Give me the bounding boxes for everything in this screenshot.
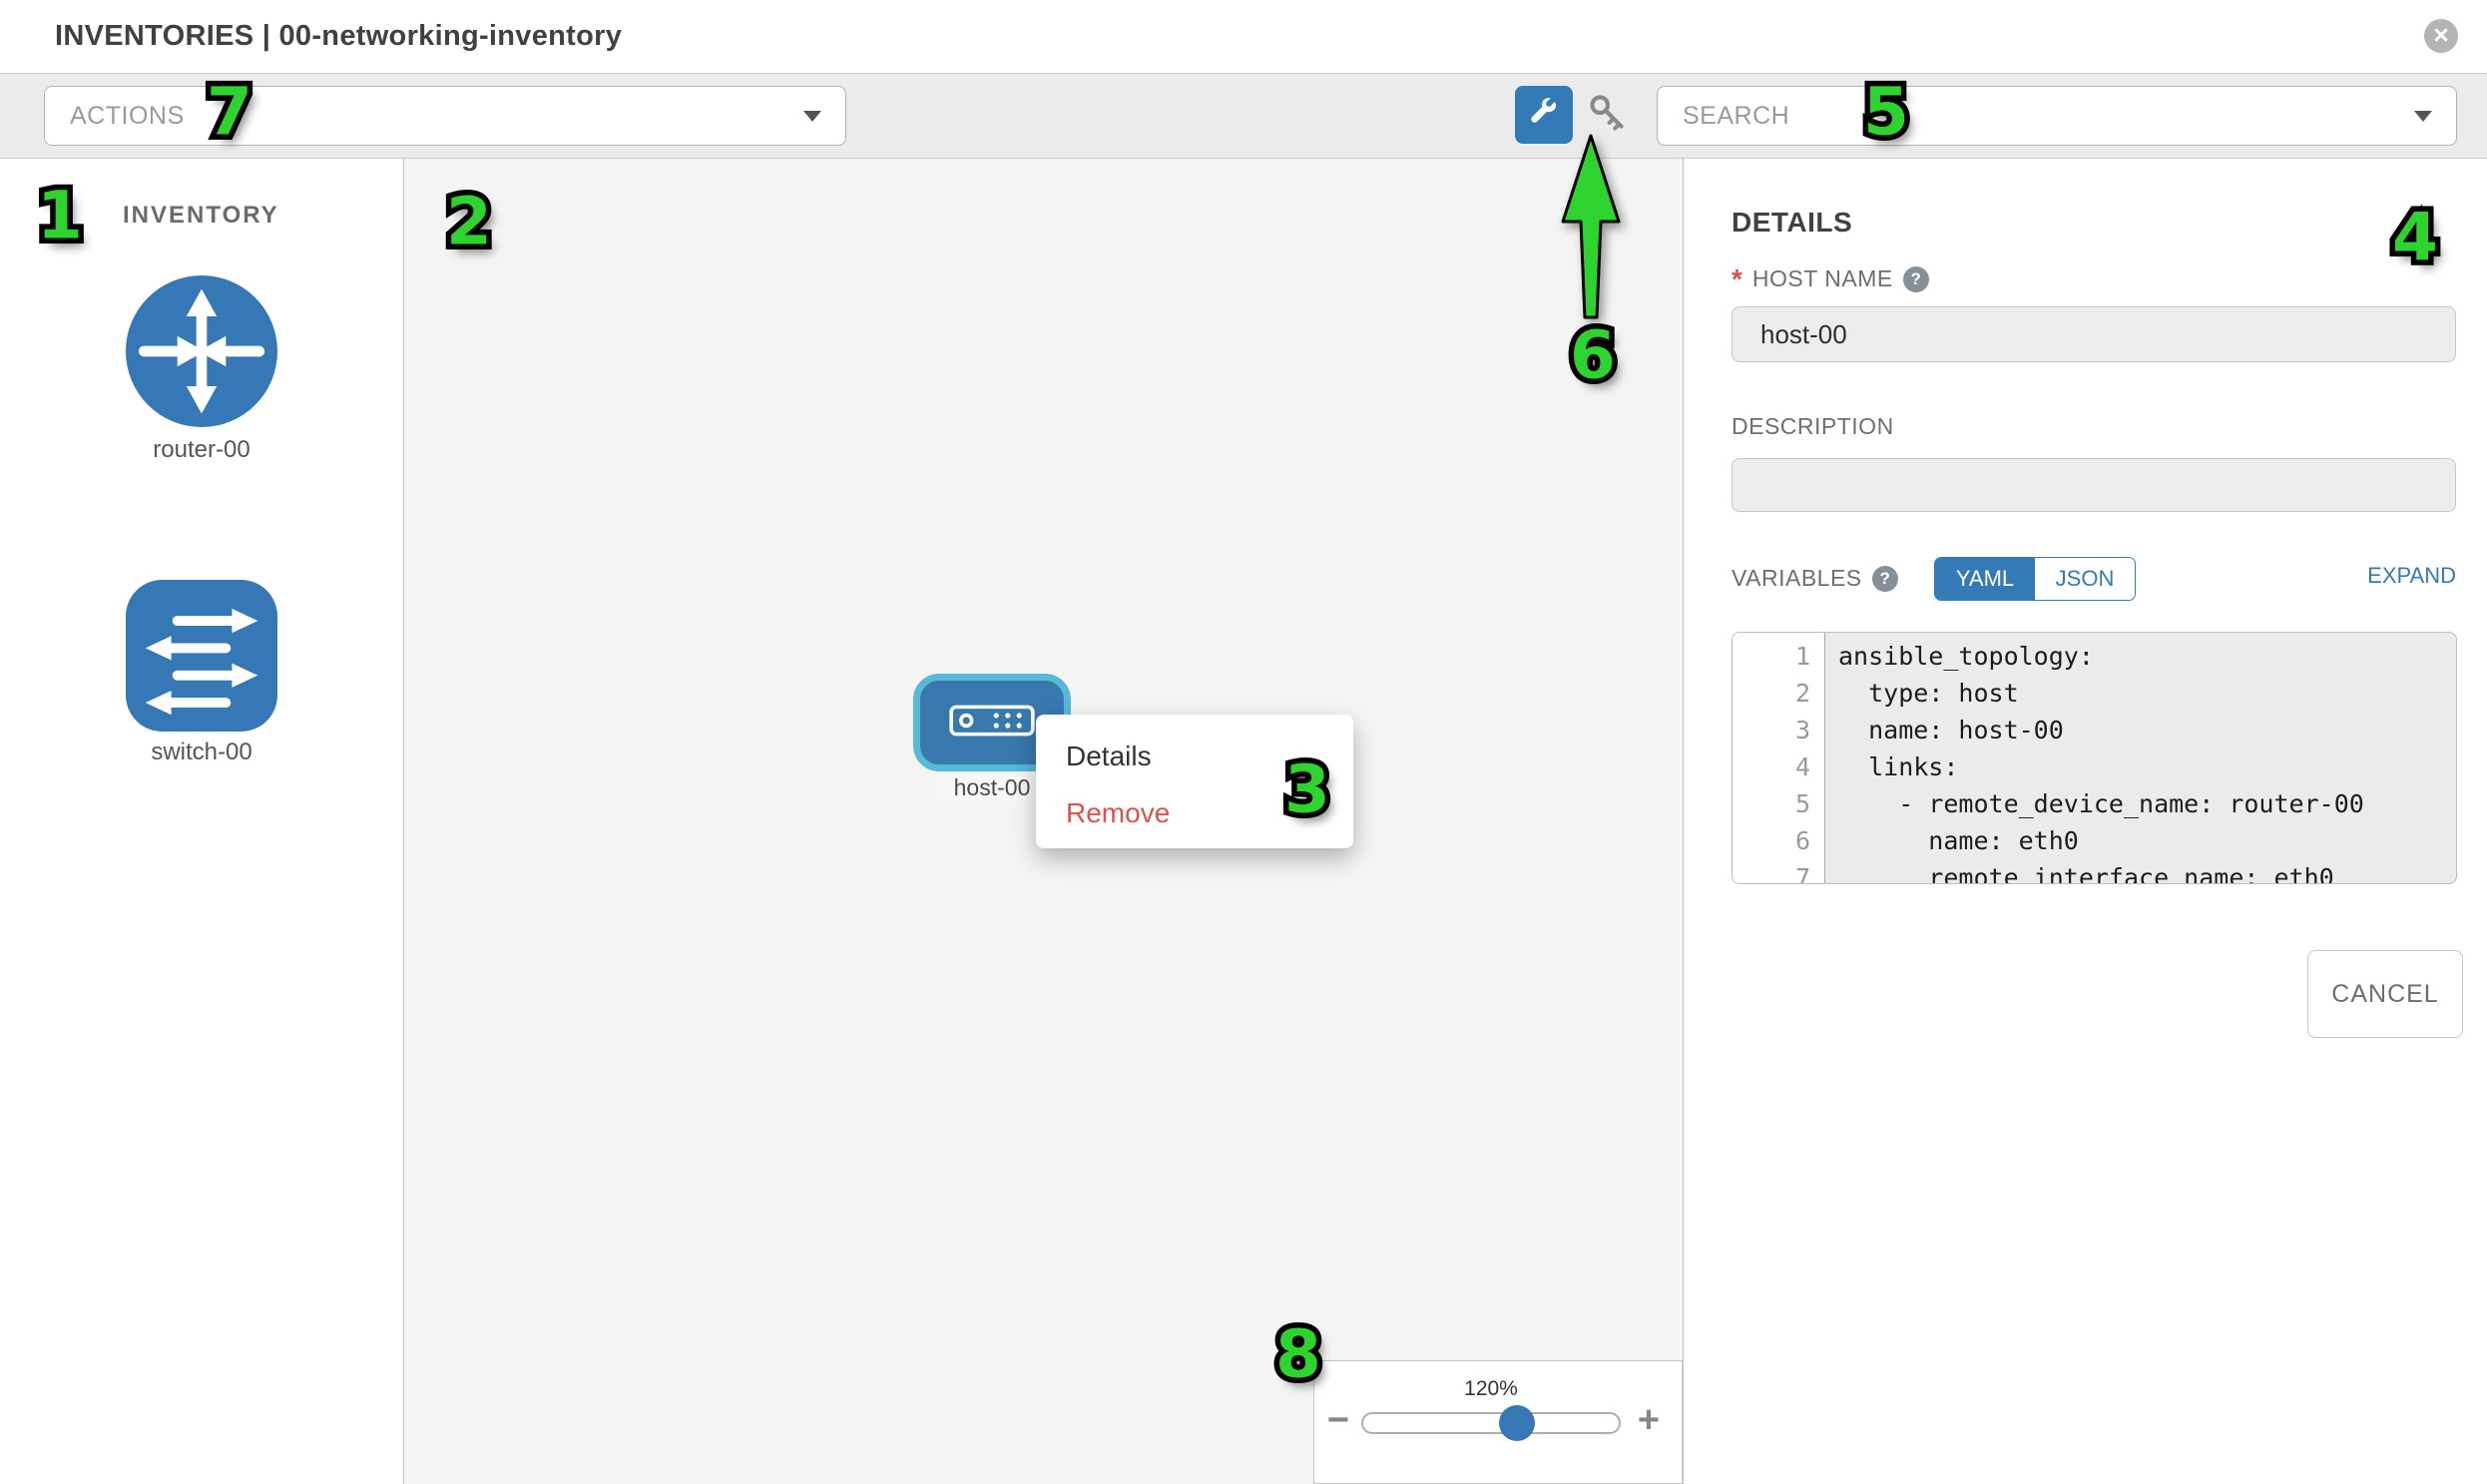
sidebar-item-router-label: router-00 [153, 436, 250, 463]
host-name-label: HOST NAME [1751, 265, 1893, 291]
help-icon[interactable]: ? [1902, 265, 1929, 292]
page-title: INVENTORIES | 00-networking-inventory [55, 20, 623, 52]
host-name-label-row: * HOST NAME ? [1732, 262, 1929, 294]
key-icon [1586, 91, 1630, 140]
context-menu-item-remove[interactable]: Remove [1066, 797, 1171, 828]
search-input[interactable]: SEARCH [1683, 101, 1790, 130]
host-name-field[interactable]: host-00 [1732, 306, 2456, 362]
variables-code-editor[interactable]: 1 ansible_topology: 2 type: host 3 name: … [1732, 632, 2457, 884]
zoom-level-readout: 120% [1464, 1377, 1518, 1400]
server-icon [949, 705, 1035, 742]
cancel-button[interactable]: CANCEL [2307, 950, 2463, 1038]
tab-yaml[interactable]: YAML [1935, 558, 2035, 600]
sidebar-item-router[interactable] [126, 275, 277, 432]
expand-link[interactable]: EXPAND [2367, 563, 2456, 588]
help-icon[interactable]: ? [1871, 565, 1898, 592]
sidebar-heading: INVENTORY [123, 202, 279, 229]
zoom-out-button[interactable]: − [1326, 1399, 1350, 1441]
wrench-icon [1527, 96, 1561, 135]
switch-icon [126, 580, 277, 736]
context-menu-item-details[interactable]: Details [1066, 741, 1152, 771]
zoom-slider-track[interactable] [1361, 1412, 1621, 1434]
zoom-slider-thumb[interactable] [1499, 1405, 1535, 1441]
context-menu: Details Remove [1036, 715, 1353, 848]
router-icon [126, 275, 277, 431]
editor-line: 3 name: host-00 [1794, 716, 2064, 744]
description-label: DESCRIPTION [1732, 413, 1894, 439]
tab-json[interactable]: JSON [2035, 558, 2135, 600]
credentials-key-button[interactable] [1585, 92, 1631, 138]
editor-line: 5 - remote_device_name: router-00 [1794, 789, 2364, 818]
editor-line: 7 remote_interface_name: eth0 [1794, 863, 2334, 884]
chevron-down-icon [2414, 110, 2432, 122]
editor-line: 2 type: host [1794, 679, 2019, 708]
actions-dropdown-label: ACTIONS [70, 101, 185, 130]
variables-label-row: VARIABLES ? [1732, 565, 1898, 592]
search-dropdown[interactable]: SEARCH [1657, 86, 2457, 146]
editor-line: 1 ansible_topology: [1794, 642, 2094, 671]
zoom-in-button[interactable]: + [1637, 1399, 1661, 1441]
sidebar-item-switch[interactable] [126, 580, 277, 737]
tools-button[interactable] [1515, 86, 1573, 144]
description-label-row: DESCRIPTION [1732, 413, 1894, 440]
description-field[interactable] [1732, 458, 2456, 512]
variables-format-toggle: YAML JSON [1934, 557, 2136, 601]
host-name-value: host-00 [1760, 318, 1847, 349]
chevron-down-icon [803, 110, 821, 122]
close-icon[interactable]: × [2424, 19, 2458, 53]
editor-lines: 1 ansible_topology: 2 type: host 3 name: … [1733, 638, 2456, 884]
host-node-label: host-00 [937, 773, 1047, 801]
required-asterisk: * [1732, 262, 1742, 294]
header-bar [0, 0, 2487, 74]
sidebar-item-switch-label: switch-00 [151, 739, 252, 765]
actions-dropdown[interactable]: ACTIONS [44, 86, 846, 146]
editor-gutter [1733, 633, 1825, 883]
details-heading: DETAILS [1732, 207, 1853, 238]
editor-line: 6 name: eth0 [1794, 826, 2079, 855]
variables-label: VARIABLES [1732, 565, 1862, 591]
editor-line: 4 links: [1794, 752, 1959, 781]
